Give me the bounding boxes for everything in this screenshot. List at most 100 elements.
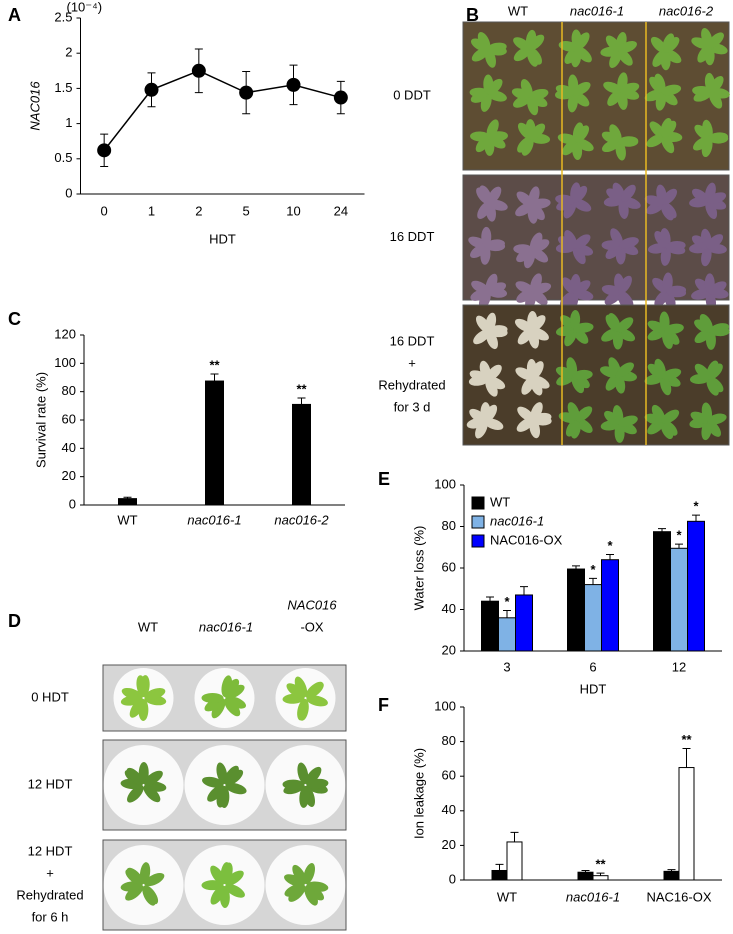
leaf <box>661 84 682 96</box>
error-bar <box>692 514 700 522</box>
y-tick-label: 0 <box>69 496 76 511</box>
leaf <box>517 136 533 153</box>
leaf <box>618 199 629 219</box>
row-label: + <box>46 865 54 880</box>
leaf <box>555 194 575 206</box>
leaf <box>531 282 552 295</box>
leaf <box>282 779 305 790</box>
leaf <box>470 131 491 142</box>
leaf <box>661 409 680 424</box>
significance: ** <box>209 357 220 372</box>
leaf <box>573 234 591 249</box>
bar <box>567 568 585 652</box>
y-tick-label: 0 <box>449 871 456 886</box>
y-axis-label: Ion leakage (%) <box>411 748 426 839</box>
bar <box>506 841 523 881</box>
leaf <box>126 867 144 886</box>
row-label: Rehydrated <box>16 887 83 902</box>
leaf <box>144 873 165 887</box>
y-tick-label: 60 <box>62 411 76 426</box>
legend-label: NAC016-OX <box>490 532 563 547</box>
leaf <box>477 201 492 219</box>
leaf <box>488 131 508 142</box>
panel-letter: D <box>8 611 21 631</box>
bar <box>687 520 705 652</box>
bar <box>118 498 137 506</box>
bar <box>663 870 680 881</box>
x-tick-label: 1 <box>148 203 155 218</box>
y-tick-label: 60 <box>442 559 456 574</box>
leaf <box>651 404 666 423</box>
row-label: 12 HDT <box>28 843 73 858</box>
leaf <box>661 120 677 138</box>
error-bar <box>495 863 504 871</box>
x-tick-label: 0 <box>101 203 108 218</box>
row-label: for 6 h <box>32 909 69 924</box>
y-tick-label: 20 <box>442 837 456 852</box>
bar <box>491 869 508 881</box>
leaf <box>305 766 322 785</box>
error-bar <box>486 596 494 602</box>
leaf <box>531 239 550 253</box>
y-tick-label: 20 <box>62 468 76 483</box>
y-tick-label: 0.5 <box>54 150 72 165</box>
y-tick-label: 80 <box>62 383 76 398</box>
significance: * <box>590 562 596 577</box>
leaf <box>224 698 241 717</box>
x-tick-label: 5 <box>243 203 250 218</box>
significance: * <box>504 594 510 609</box>
y-tick-label: 80 <box>442 733 456 748</box>
leaf <box>299 785 310 808</box>
error-bar <box>675 543 683 549</box>
row-label: + <box>408 355 416 370</box>
leaf <box>709 75 724 94</box>
marker <box>97 143 112 158</box>
leaf <box>477 31 491 51</box>
marker <box>286 77 301 92</box>
leaf <box>487 282 507 295</box>
leaf <box>574 125 590 143</box>
leaf <box>225 684 245 699</box>
legend-label: WT <box>490 494 510 509</box>
bar <box>584 584 602 652</box>
leaf <box>483 404 498 423</box>
row-label: Rehydrated <box>378 377 445 392</box>
leaf <box>702 119 713 140</box>
bar <box>601 559 619 652</box>
leaf <box>618 415 638 427</box>
leaf <box>564 47 580 64</box>
leaf <box>573 322 594 333</box>
leaf <box>515 281 535 294</box>
y-tick-label: 40 <box>62 440 76 455</box>
y-tick-label: 2 <box>65 45 72 60</box>
leaf <box>609 124 622 143</box>
panel-letter: C <box>8 309 21 329</box>
error-bar <box>297 397 306 405</box>
error-bar <box>589 577 597 585</box>
bar <box>577 871 594 881</box>
marker <box>191 63 206 78</box>
leaf <box>705 200 718 220</box>
leaf <box>143 784 161 803</box>
row-label: for 3 d <box>394 399 431 414</box>
leaf <box>572 245 586 265</box>
leaf <box>706 192 727 204</box>
leaf <box>652 49 667 67</box>
leaf <box>224 769 244 786</box>
error-bar <box>596 872 605 876</box>
leaf <box>565 418 580 437</box>
x-tick-label: nac016-1 <box>187 512 241 527</box>
x-axis-label: HDT <box>580 681 607 696</box>
error-bar <box>667 869 676 872</box>
leaf <box>660 228 671 248</box>
leaf <box>654 358 666 379</box>
error-bar <box>682 748 691 768</box>
y-tick-label: 40 <box>442 601 456 616</box>
leaf <box>607 89 623 106</box>
leaf <box>297 698 309 721</box>
leaf <box>517 328 534 345</box>
column-label: nac016-1 <box>570 3 624 18</box>
leaf <box>566 357 578 377</box>
leaf <box>618 40 637 54</box>
leaf <box>564 230 578 249</box>
